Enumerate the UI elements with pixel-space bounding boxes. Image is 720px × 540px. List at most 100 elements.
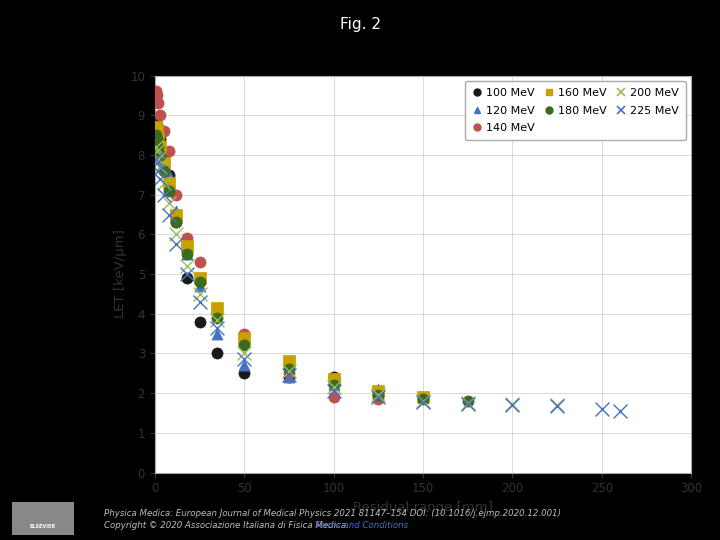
Y-axis label: LET [keV/μm]: LET [keV/μm] — [114, 230, 127, 319]
Text: Physica Medica: European Journal of Medical Physics 2021 81147–154 DOI: (10.1016: Physica Medica: European Journal of Medi… — [104, 509, 562, 518]
Point — [150, 159, 162, 167]
Point — [462, 399, 474, 407]
Point — [212, 309, 223, 318]
Point — [181, 270, 193, 279]
Point — [163, 178, 175, 187]
Point — [163, 147, 175, 156]
Point — [328, 381, 339, 389]
Point — [462, 400, 474, 408]
Point — [372, 385, 384, 394]
Point — [153, 139, 164, 147]
Point — [171, 230, 182, 239]
Text: Copyright © 2020 Associazione Italiana di Fisica Medica.: Copyright © 2020 Associazione Italiana d… — [104, 521, 352, 530]
Point — [150, 87, 161, 96]
Point — [154, 163, 166, 171]
Point — [194, 298, 205, 306]
Point — [194, 278, 205, 286]
Point — [181, 250, 193, 259]
Point — [194, 258, 205, 266]
Point — [552, 401, 563, 409]
Point — [154, 143, 166, 151]
Point — [153, 127, 164, 136]
Point — [372, 395, 384, 403]
Point — [417, 395, 428, 403]
Bar — [12, 502, 73, 535]
Point — [212, 315, 223, 324]
Point — [194, 318, 205, 326]
Text: ELSEVIER: ELSEVIER — [30, 524, 56, 529]
Point — [238, 333, 250, 342]
Point — [283, 371, 294, 380]
Point — [158, 166, 169, 175]
Point — [417, 397, 428, 406]
Point — [212, 329, 223, 338]
Point — [328, 373, 339, 382]
Point — [417, 397, 428, 406]
Point — [158, 151, 169, 159]
Point — [150, 123, 161, 132]
Point — [150, 135, 162, 144]
Point — [328, 381, 339, 389]
Point — [596, 404, 608, 413]
Point — [238, 369, 250, 377]
Point — [158, 159, 169, 167]
Point — [507, 400, 518, 408]
Point — [154, 135, 166, 144]
Point — [181, 274, 193, 282]
Point — [372, 387, 384, 395]
Point — [507, 401, 518, 409]
Point — [150, 131, 161, 139]
Point — [417, 393, 428, 401]
Point — [181, 262, 193, 271]
Point — [238, 361, 250, 370]
Point — [212, 349, 223, 358]
Point — [328, 387, 339, 395]
Point — [283, 367, 294, 376]
Point — [153, 135, 164, 144]
Point — [552, 402, 563, 410]
Point — [153, 143, 164, 151]
Point — [283, 365, 294, 374]
Point — [181, 242, 193, 251]
Point — [158, 178, 169, 187]
Point — [158, 154, 169, 163]
Point — [238, 355, 250, 364]
Point — [372, 391, 384, 400]
Point — [163, 171, 175, 179]
Point — [171, 218, 182, 227]
Point — [163, 171, 175, 179]
Point — [212, 313, 223, 322]
Legend: 100 MeV, 120 MeV, 140 MeV, 160 MeV, 180 MeV, 200 MeV, 225 MeV: 100 MeV, 120 MeV, 140 MeV, 160 MeV, 180 … — [465, 81, 685, 140]
Point — [154, 111, 166, 120]
Point — [194, 282, 205, 291]
Point — [153, 99, 164, 107]
Point — [158, 191, 169, 199]
Point — [153, 166, 164, 175]
Point — [194, 274, 205, 282]
Point — [154, 174, 166, 183]
Point — [238, 341, 250, 350]
Point — [163, 210, 175, 219]
Point — [238, 329, 250, 338]
X-axis label: Residual range [mm]: Residual range [mm] — [353, 501, 493, 514]
Point — [462, 397, 474, 406]
Point — [150, 135, 162, 144]
Point — [212, 303, 223, 312]
Point — [171, 210, 182, 219]
Point — [163, 186, 175, 195]
Point — [328, 375, 339, 383]
Point — [283, 373, 294, 382]
Point — [372, 393, 384, 401]
Point — [238, 349, 250, 358]
Point — [150, 119, 161, 127]
Point — [328, 383, 339, 391]
Point — [150, 127, 162, 136]
Point — [283, 357, 294, 366]
Point — [212, 323, 223, 332]
Point — [283, 373, 294, 382]
Point — [614, 407, 626, 415]
Point — [171, 206, 182, 215]
Point — [181, 234, 193, 242]
Point — [150, 154, 161, 163]
Point — [171, 240, 182, 248]
